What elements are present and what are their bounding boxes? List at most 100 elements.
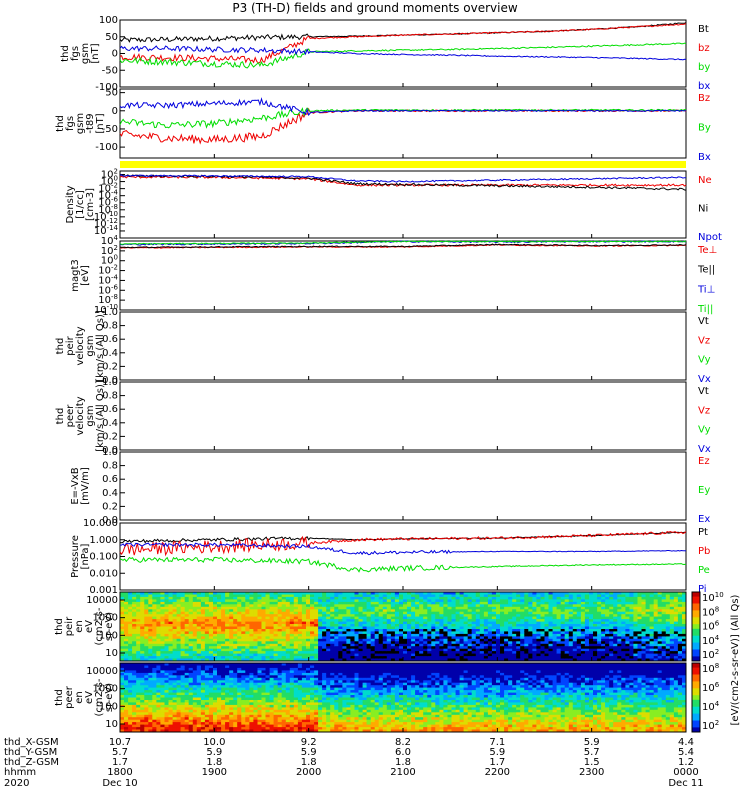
spectro-cell	[180, 687, 186, 691]
spectro-cell	[342, 648, 347, 652]
spectro-cell	[447, 638, 452, 642]
spectro-cell	[342, 653, 347, 657]
spectro-cell	[144, 596, 149, 600]
spectro-cell	[629, 638, 634, 642]
spectro-cell	[221, 727, 226, 731]
series-line-bx	[119, 45, 687, 61]
spectro-cell	[496, 648, 501, 652]
spectro-cell	[265, 641, 270, 645]
spectro-cell	[673, 658, 679, 662]
spectro-cell	[200, 599, 206, 603]
spectro-cell	[184, 719, 190, 723]
spectro-cell	[682, 611, 687, 615]
spectro-cell	[673, 609, 679, 613]
spectro-cell	[512, 643, 517, 647]
spectro-cell	[310, 631, 315, 635]
spectro-cell	[516, 651, 521, 655]
spectro-cell	[192, 646, 198, 650]
spectro-cell	[188, 653, 194, 657]
spectro-cell	[350, 658, 355, 662]
spectro-cell	[310, 629, 315, 632]
spectro-cell	[386, 648, 392, 652]
spectro-cell	[435, 621, 440, 625]
spectro-cell	[524, 611, 529, 615]
spectro-cell	[338, 648, 343, 652]
spectro-cell	[589, 653, 594, 657]
spectro-cell	[306, 621, 311, 625]
spectro-cell	[354, 633, 359, 637]
spectro-cell	[378, 643, 384, 647]
spectro-cell	[516, 616, 521, 620]
spectro-cell	[471, 643, 477, 647]
spectro-cell	[665, 629, 671, 632]
spectro-cell	[156, 702, 161, 706]
spectro-cell	[293, 604, 299, 608]
spectro-cell	[200, 646, 206, 650]
spectro-cell	[277, 631, 283, 635]
spectro-cell	[188, 596, 194, 600]
spectro-cell	[661, 633, 667, 637]
spectro-cell	[233, 677, 238, 681]
spectro-cell	[382, 648, 388, 652]
spectro-cell	[301, 599, 307, 603]
spectro-cell	[204, 658, 210, 662]
spectro-cell	[164, 616, 169, 620]
spectro-cell	[580, 646, 586, 650]
spectro-cell	[613, 653, 618, 657]
spectro-cell	[144, 700, 149, 703]
spectro-cell	[665, 621, 671, 625]
spectro-cell	[172, 636, 178, 640]
spectro-cell	[532, 641, 537, 645]
spectro-cell	[544, 653, 549, 657]
spectro-cell	[318, 633, 323, 637]
spectro-cell	[156, 629, 161, 632]
spectro-cell	[269, 646, 275, 650]
spectro-cell	[580, 619, 586, 623]
spectro-cell	[253, 599, 258, 603]
spectro-cell	[289, 609, 295, 613]
spectro-cell	[370, 636, 376, 640]
spectro-cell	[310, 619, 315, 623]
spectro-cell	[156, 690, 161, 694]
spectro-cell	[653, 651, 659, 655]
spectro-cell	[168, 665, 173, 669]
spectro-cell	[423, 653, 428, 657]
ytick-label: 50	[105, 88, 118, 99]
spectro-cell	[204, 611, 210, 615]
spectro-cell	[512, 599, 517, 603]
spectro-cell	[164, 677, 169, 681]
spectro-cell	[233, 604, 238, 608]
spectro-cell	[657, 606, 663, 610]
spectro-cell	[459, 651, 465, 655]
spectro-cell	[176, 697, 182, 701]
spectro-cell	[491, 643, 497, 647]
spectro-cell	[532, 633, 537, 637]
spectro-cell	[512, 631, 517, 635]
spectro-cell	[548, 631, 553, 635]
spectro-cell	[572, 653, 578, 657]
spectro-cell	[390, 611, 396, 615]
spectro-cell	[168, 658, 173, 662]
spectro-cell	[213, 667, 218, 671]
colorbar-cell	[692, 638, 700, 641]
spectro-cell	[358, 609, 363, 613]
spectro-cell	[148, 697, 153, 701]
spectro-cell	[669, 594, 675, 598]
spectro-cell	[415, 611, 420, 615]
spectro-cell	[188, 692, 194, 696]
spectro-cell	[297, 616, 303, 620]
spectro-cell	[241, 638, 246, 642]
spectro-cell	[467, 651, 473, 655]
spectro-cell	[176, 633, 182, 637]
colorbar-cell	[692, 654, 700, 657]
spectro-cell	[124, 621, 129, 625]
spectro-cell	[350, 624, 355, 627]
spectro-cell	[467, 596, 473, 600]
spectro-cell	[253, 614, 258, 618]
spectro-cell	[407, 651, 412, 655]
spectro-cell	[629, 653, 634, 657]
spectro-cell	[500, 594, 505, 598]
spectro-cell	[180, 663, 186, 666]
spectro-cell	[120, 599, 125, 603]
spectro-cell	[673, 648, 679, 652]
